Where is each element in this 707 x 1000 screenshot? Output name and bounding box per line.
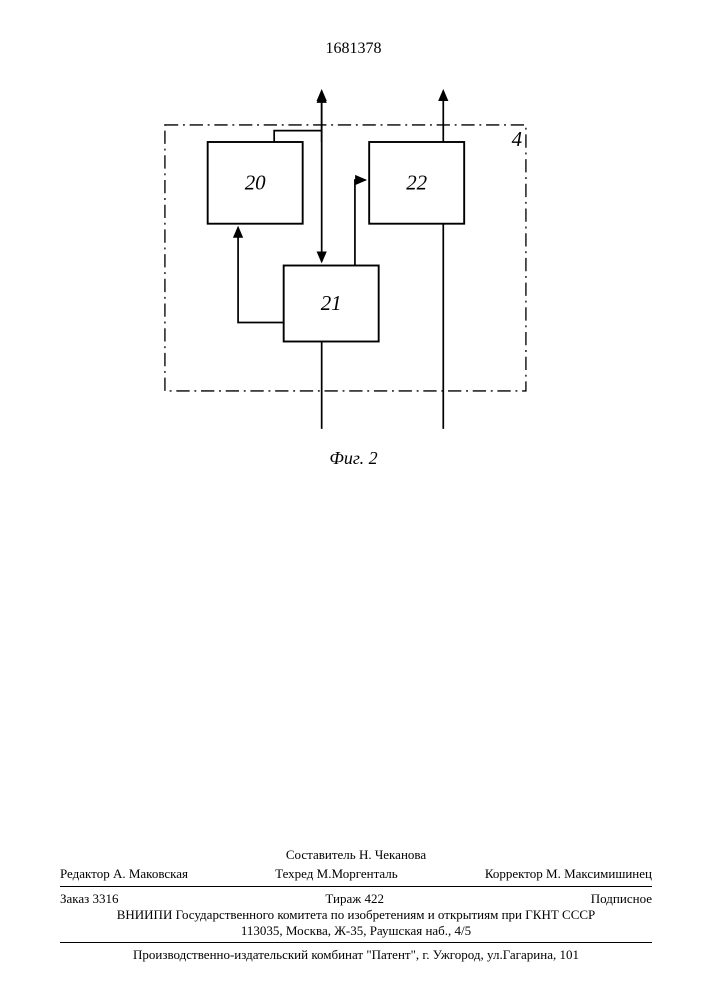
edge-20-to-junction <box>274 131 322 142</box>
edge-20-to-22 <box>284 131 370 142</box>
credit-compiler: Составитель Н. Чеканова <box>60 847 652 863</box>
outer-box <box>165 125 526 391</box>
production-line: Производственно-издательский комбинат "П… <box>60 947 652 963</box>
document-number: 1681378 <box>0 40 707 58</box>
block-21-label: 21 <box>321 291 342 315</box>
footer-rule-1 <box>60 886 652 887</box>
figure-caption: Фиг. 2 <box>0 448 707 469</box>
edge-21-to-20 <box>238 228 284 323</box>
subscription: Подписное <box>591 891 652 907</box>
footer-block: Составитель Н. Чеканова Редактор А. Мако… <box>60 847 652 964</box>
edge-21-to-22 <box>355 180 365 266</box>
footer-rule-2 <box>60 942 652 943</box>
edge-20-out <box>274 131 322 142</box>
institution: ВНИИПИ Государственного комитета по изоб… <box>60 907 652 923</box>
block-diagram: 4 20 22 21 <box>0 85 707 465</box>
outer-box-label: 4 <box>512 127 522 151</box>
block-20-label: 20 <box>245 171 266 195</box>
block-22-label: 22 <box>406 171 427 195</box>
order-number: Заказ 3316 <box>60 891 119 907</box>
credit-corrector: Корректор М. Максимишинец <box>485 866 652 882</box>
credit-editor: Редактор А. Маковская <box>60 866 188 882</box>
circulation: Тираж 422 <box>325 891 384 907</box>
institution-address: 113035, Москва, Ж-35, Раушская наб., 4/5 <box>60 923 652 939</box>
credit-techred: Техред М.Моргенталь <box>275 866 398 882</box>
